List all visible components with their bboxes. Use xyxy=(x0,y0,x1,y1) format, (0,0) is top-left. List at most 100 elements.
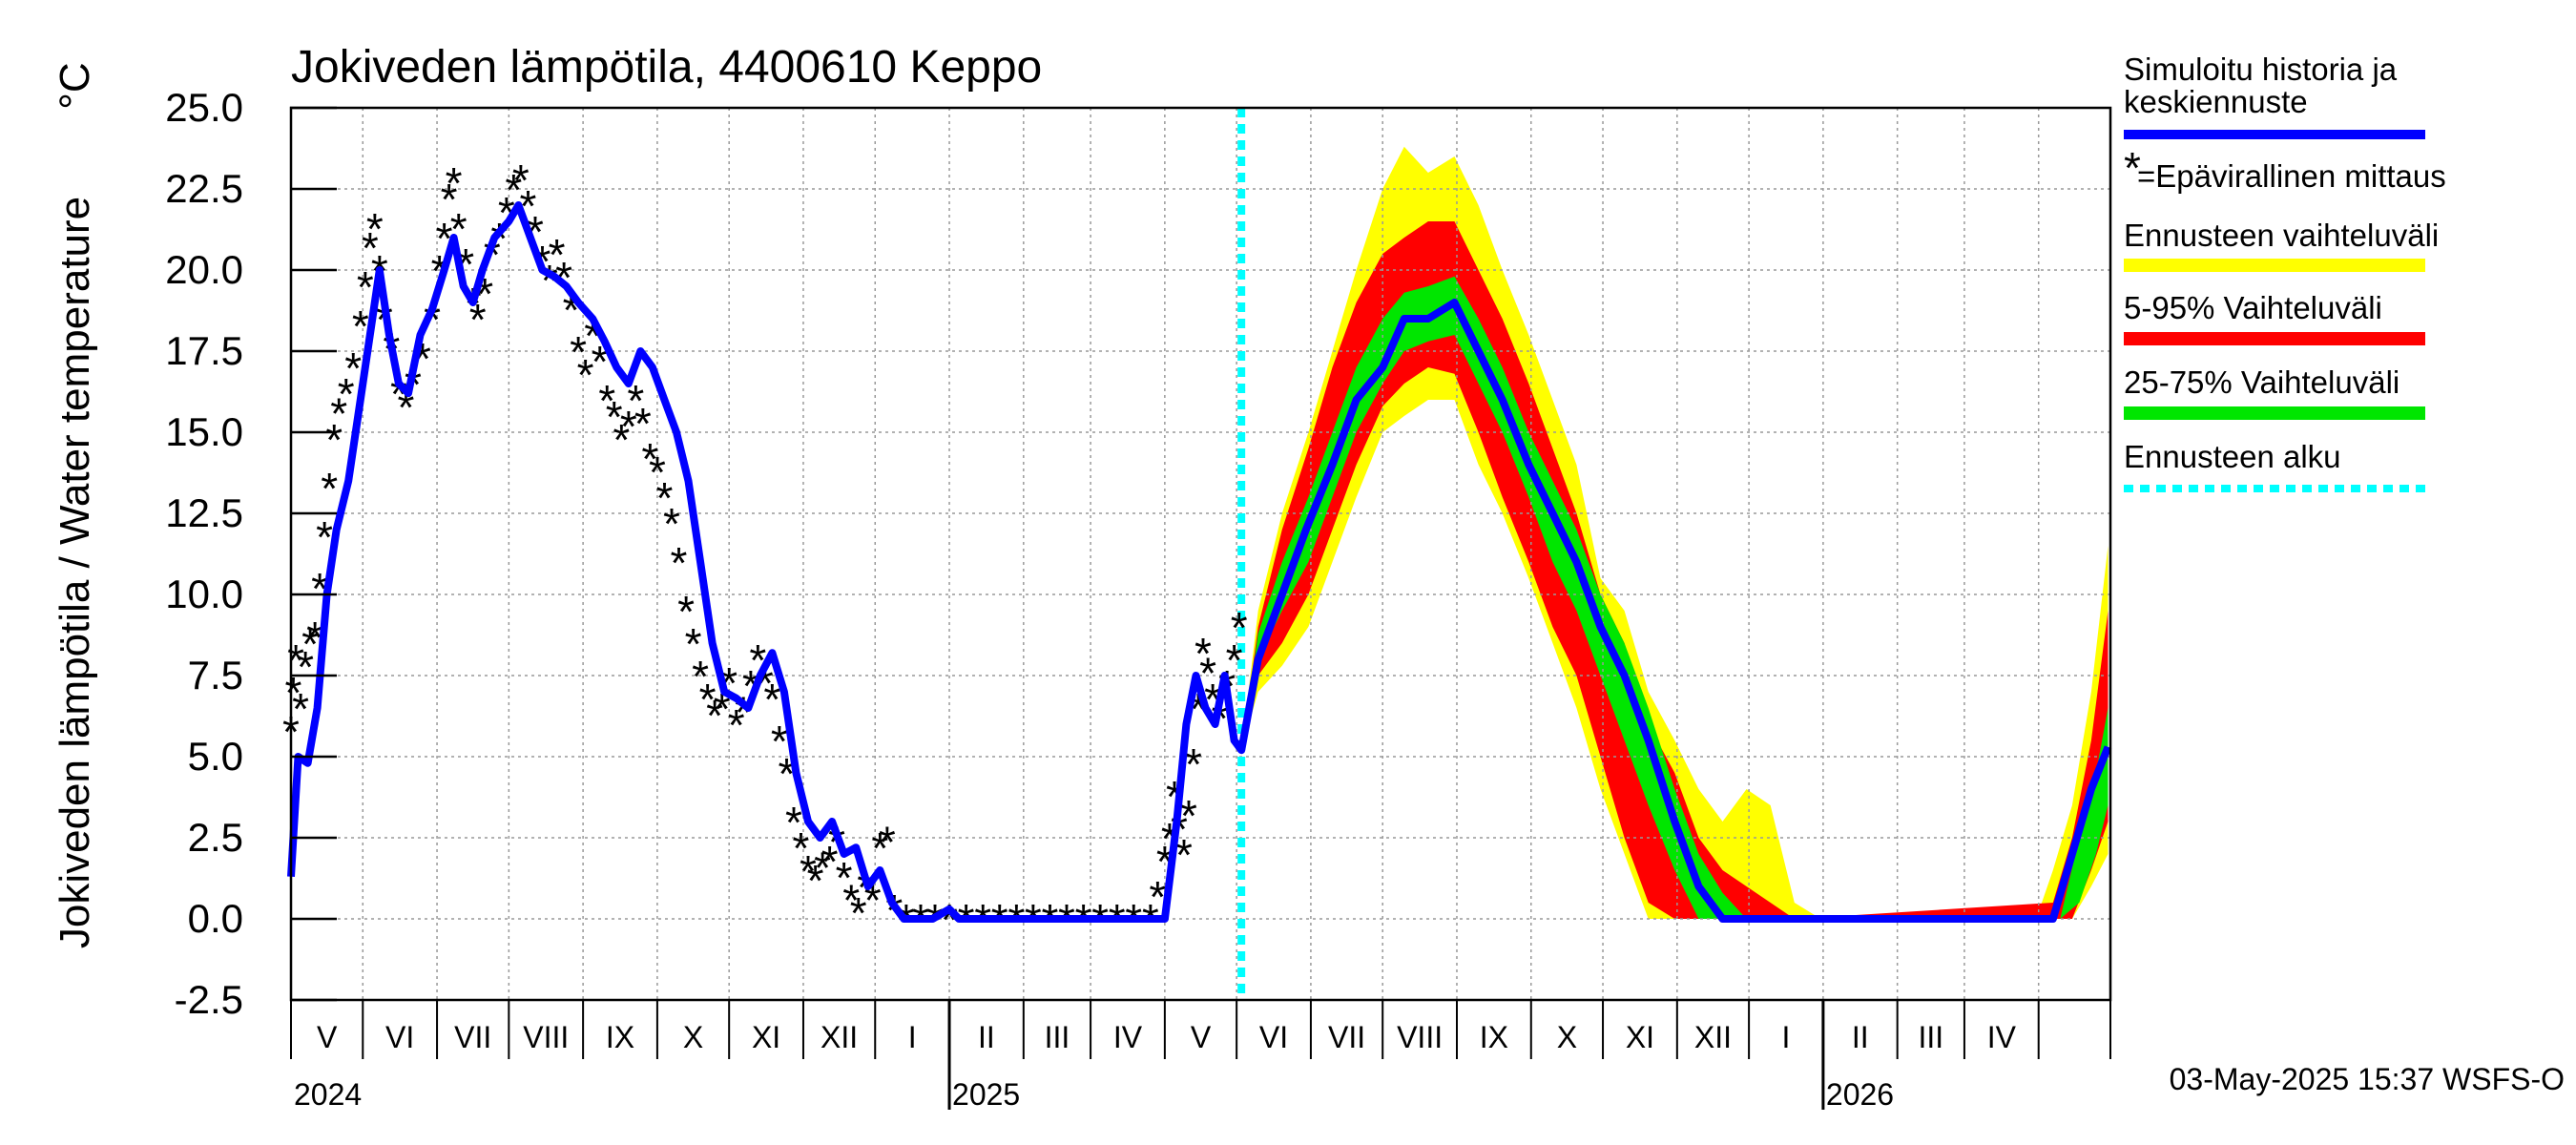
observed-point: * xyxy=(577,350,594,400)
y-tick-label: 7.5 xyxy=(188,653,243,697)
x-month-label: III xyxy=(1045,1020,1070,1054)
observed-point: * xyxy=(598,376,615,426)
x-month-label: II xyxy=(1852,1020,1869,1054)
x-month-label: XII xyxy=(1694,1020,1732,1054)
y-axis: 25.0 22.5 20.0 17.5 15.0 12.5 10.0 7.5 5.0 2.5 0.0… xyxy=(165,85,337,1022)
x-month-label: IV xyxy=(1113,1020,1143,1054)
x-month-label: IX xyxy=(1480,1020,1508,1054)
observed-point: * xyxy=(807,856,824,906)
observed-point: * xyxy=(655,473,673,523)
x-month-label: VIII xyxy=(1397,1020,1443,1054)
observed-point: * xyxy=(634,399,652,448)
y-axis-label: Jokiveden lämpötila / Water temperature xyxy=(52,197,98,948)
observed-point: * xyxy=(1185,739,1202,789)
y-axis-unit: °C xyxy=(52,62,98,109)
observed-point: * xyxy=(879,817,896,866)
x-month-label: VI xyxy=(385,1020,414,1054)
observed-point: * xyxy=(316,512,333,562)
observed-point: * xyxy=(469,295,487,344)
observed-point: * xyxy=(330,389,347,439)
observed-point: * xyxy=(785,798,802,847)
x-month-label: II xyxy=(978,1020,995,1054)
x-month-label: IV xyxy=(1987,1020,2017,1054)
observed-point: * xyxy=(1180,791,1197,841)
observed-point: * xyxy=(814,843,831,893)
observed-point: * xyxy=(1195,629,1212,678)
footer-timestamp: 03-May-2025 15:37 WSFS-O xyxy=(2170,1062,2565,1096)
x-month-label: IX xyxy=(606,1020,634,1054)
simulated-series-line xyxy=(287,201,2112,923)
x-year-label: 2026 xyxy=(1826,1077,1894,1112)
x-month-label: XI xyxy=(1626,1020,1654,1054)
observed-point: * xyxy=(800,846,817,896)
observed-point: * xyxy=(285,668,302,718)
y-tick-label: -2.5 xyxy=(175,977,243,1022)
band-range-5-95 xyxy=(1241,221,2109,919)
x-axis: V VI VII VIII IX X XI XII I II III IV V VI VII VIII IX X X… xyxy=(290,1000,2111,1112)
x-month-label: I xyxy=(908,1020,917,1054)
x-month-label: III xyxy=(1918,1020,1943,1054)
observed-point: * xyxy=(836,853,853,903)
observed-point: * xyxy=(793,823,810,873)
observed-point: * xyxy=(357,262,374,312)
observed-point: * xyxy=(390,369,407,419)
observed-point: * xyxy=(606,392,623,442)
observed-point: * xyxy=(663,499,680,549)
observed-point: * xyxy=(446,158,463,208)
grid-lines xyxy=(291,107,2110,1001)
x-month-label: V xyxy=(1191,1020,1212,1054)
x-month-label: X xyxy=(1557,1020,1577,1054)
x-month-label: XI xyxy=(752,1020,780,1054)
legend-label-range-5-95: 5-95% Vaihteluväli xyxy=(2124,290,2382,325)
legend-label-forecast-start: Ennusteen alku xyxy=(2124,439,2341,474)
forecast-bands xyxy=(1241,146,2109,920)
x-month-label: VIII xyxy=(523,1020,569,1054)
y-tick-label: 22.5 xyxy=(165,166,243,211)
y-tick-label: 17.5 xyxy=(165,328,243,373)
observed-point: * xyxy=(641,434,658,484)
observed-point: * xyxy=(699,675,717,724)
legend: Simuloitu historia ja keskiennuste * =Ep… xyxy=(2124,52,2446,492)
observed-point: * xyxy=(763,675,780,724)
y-tick-label: 12.5 xyxy=(165,490,243,535)
observed-point: * xyxy=(771,717,788,766)
x-month-label: VII xyxy=(1328,1020,1365,1054)
x-month-label: XII xyxy=(821,1020,858,1054)
observed-point: * xyxy=(671,538,688,588)
y-tick-label: 10.0 xyxy=(165,572,243,616)
observed-point: * xyxy=(297,642,314,692)
observed-point: * xyxy=(821,837,839,886)
observed-point: * xyxy=(325,415,343,465)
plot-frame xyxy=(289,106,2112,1002)
observed-point: * xyxy=(706,691,723,740)
observed-point: * xyxy=(685,619,702,669)
x-month-label: VII xyxy=(454,1020,491,1054)
observed-point: * xyxy=(613,415,630,465)
observed-point: * xyxy=(338,369,355,419)
legend-label-observed: =Epävirallinen mittaus xyxy=(2137,158,2446,194)
x-month-label: I xyxy=(1782,1020,1791,1054)
observed-point: * xyxy=(850,888,867,938)
observed-point: * xyxy=(344,344,362,393)
observed-point: * xyxy=(512,156,530,205)
x-month-label: VI xyxy=(1259,1020,1288,1054)
observed-point: * xyxy=(292,684,309,734)
observed-point: * xyxy=(1226,635,1243,685)
y-tick-label: 15.0 xyxy=(165,409,243,454)
observed-point: * xyxy=(649,448,666,497)
y-tick-label: 2.5 xyxy=(188,815,243,860)
observed-point: * xyxy=(352,302,369,351)
observed-point: * xyxy=(301,619,319,669)
observed-point: * xyxy=(871,823,888,873)
chart-title: Jokiveden lämpötila, 4400610 Keppo xyxy=(291,42,1042,93)
legend-label-simulated-line2: keskiennuste xyxy=(2124,84,2308,119)
observed-point: * xyxy=(1199,649,1216,698)
band-range-25-75 xyxy=(1241,276,2109,919)
legend-swatch-observed: * xyxy=(2124,143,2141,193)
x-year-label: 2024 xyxy=(294,1077,362,1112)
observed-point: * xyxy=(1149,872,1166,922)
legend-label-range-25-75: 25-75% Vaihteluväli xyxy=(2124,364,2399,400)
legend-label-simulated-line1: Simuloitu historia ja xyxy=(2124,52,2398,87)
y-tick-label: 20.0 xyxy=(165,247,243,292)
observed-point: * xyxy=(441,175,458,224)
